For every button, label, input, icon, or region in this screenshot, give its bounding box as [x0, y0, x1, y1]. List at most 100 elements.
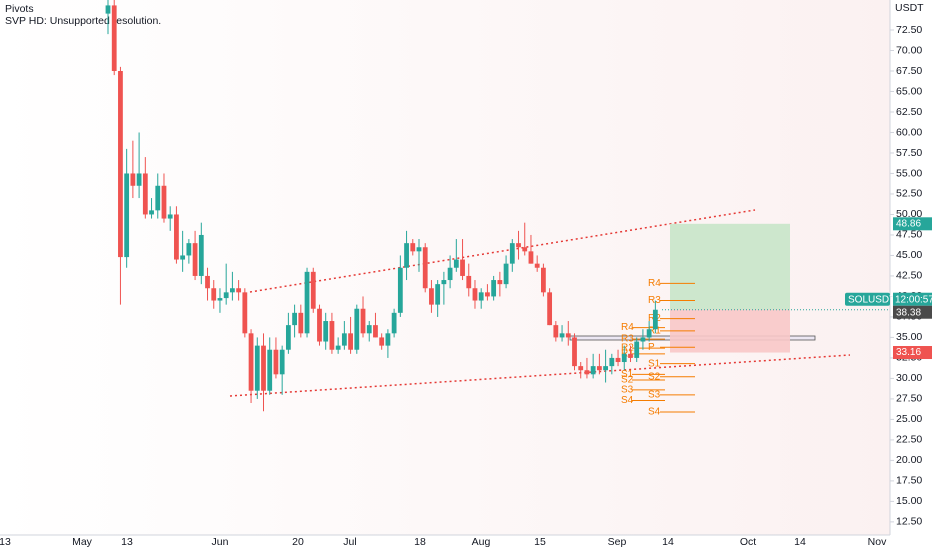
candle-body — [528, 251, 534, 264]
candle-body — [534, 263, 540, 268]
candle-body — [304, 271, 310, 334]
candle-body — [410, 243, 416, 252]
candle-body — [509, 243, 515, 264]
candle-body — [118, 70, 123, 258]
candle-body — [230, 288, 235, 293]
pivot-label: S4 — [648, 407, 661, 418]
y-tick-label: 45.00 — [896, 249, 922, 261]
x-tick-label: 13 — [0, 536, 11, 548]
candle-body — [323, 321, 329, 342]
candle-body — [198, 234, 204, 276]
candle-body — [547, 292, 553, 326]
y-tick-label: 27.50 — [896, 393, 922, 405]
candle-body — [485, 292, 490, 297]
candle-body — [460, 259, 465, 276]
y-tick-label: 15.00 — [896, 495, 922, 507]
candle-body — [429, 288, 434, 305]
pivot-label: R1 — [648, 326, 661, 337]
candle-body — [584, 370, 590, 375]
candle-body — [261, 345, 266, 391]
candle-body — [572, 337, 577, 367]
candle-body — [379, 337, 385, 346]
indicator-label: SVP HD: Unsupported resolution. — [5, 15, 161, 27]
candle-body — [174, 214, 179, 260]
x-tick-label: May — [72, 536, 93, 548]
x-tick-label: 13 — [121, 536, 133, 548]
y-tick-label: 70.00 — [896, 44, 922, 56]
y-tick-label: 47.50 — [896, 229, 922, 241]
trend-line — [229, 354, 851, 397]
y-tick-label: 12.50 — [896, 516, 922, 528]
candle-body — [615, 357, 621, 363]
pivot-label: S2 — [621, 375, 634, 386]
indicator-label: Pivots — [5, 3, 34, 15]
x-tick-label: Sep — [608, 536, 627, 548]
candle-body — [373, 325, 378, 338]
candle-body — [596, 366, 602, 371]
candle-body — [565, 333, 571, 338]
candle-body — [167, 214, 173, 219]
trend-line — [249, 209, 756, 293]
candle-body — [559, 333, 565, 338]
candle-body — [441, 280, 447, 285]
candle-body — [236, 288, 242, 293]
pivot-label: P — [648, 342, 655, 353]
pivot-label: R2 — [621, 343, 634, 354]
pivot-label: R1 — [621, 348, 634, 359]
candle-body — [242, 292, 248, 334]
candle-body — [634, 341, 640, 358]
target-zone — [670, 223, 790, 310]
axis-unit: USDT — [895, 2, 924, 14]
stop-label: 33.16 — [896, 347, 921, 358]
y-tick-label: 55.00 — [896, 167, 922, 179]
countdown-box — [893, 292, 932, 306]
candle-body — [279, 349, 285, 375]
candle-body — [578, 366, 584, 371]
target-label: 48.86 — [896, 218, 921, 229]
x-tick-label: Aug — [472, 536, 491, 548]
candle-body — [646, 329, 652, 338]
candle-body — [404, 243, 409, 268]
candle-body — [192, 243, 198, 276]
candle-body — [447, 267, 453, 281]
pivot-label: S3 — [648, 389, 661, 400]
candle-body — [472, 288, 478, 301]
candle-body — [211, 288, 217, 301]
price-box — [893, 305, 932, 319]
candle-body — [603, 366, 608, 371]
candle-body — [503, 263, 509, 285]
symbol-label: SOLUSDT — [848, 294, 895, 305]
candle-body — [223, 292, 229, 299]
y-tick-label: 67.50 — [896, 65, 922, 77]
x-tick-label: Oct — [740, 536, 756, 548]
candle-body — [522, 247, 528, 252]
candle-body — [422, 247, 428, 289]
x-tick-label: 14 — [662, 536, 674, 548]
candle-body — [298, 312, 304, 334]
candle-body — [124, 173, 130, 258]
candle-body — [478, 292, 484, 301]
candle-body — [285, 325, 291, 350]
candle-body — [391, 312, 397, 334]
y-tick-label: 72.50 — [896, 24, 922, 36]
candle-body — [609, 357, 615, 367]
candle-body — [205, 275, 210, 289]
candle-body — [466, 275, 472, 289]
candle-body — [273, 349, 279, 375]
candle-body — [491, 280, 497, 297]
candle-body — [453, 259, 459, 268]
last-price-label: 38.38 — [896, 307, 921, 318]
candle-body — [317, 308, 322, 342]
candle-body — [341, 333, 347, 346]
candle-body — [142, 173, 148, 215]
candle-body — [161, 185, 167, 219]
candle-body — [267, 349, 273, 391]
candle-body — [354, 308, 360, 350]
x-tick-label: Nov — [868, 536, 887, 548]
x-tick-label: 18 — [414, 536, 426, 548]
y-tick-label: 57.50 — [896, 147, 922, 159]
candle-body — [628, 353, 633, 358]
candle-body — [360, 308, 366, 334]
countdown-label: 12:00:57 — [895, 294, 932, 305]
